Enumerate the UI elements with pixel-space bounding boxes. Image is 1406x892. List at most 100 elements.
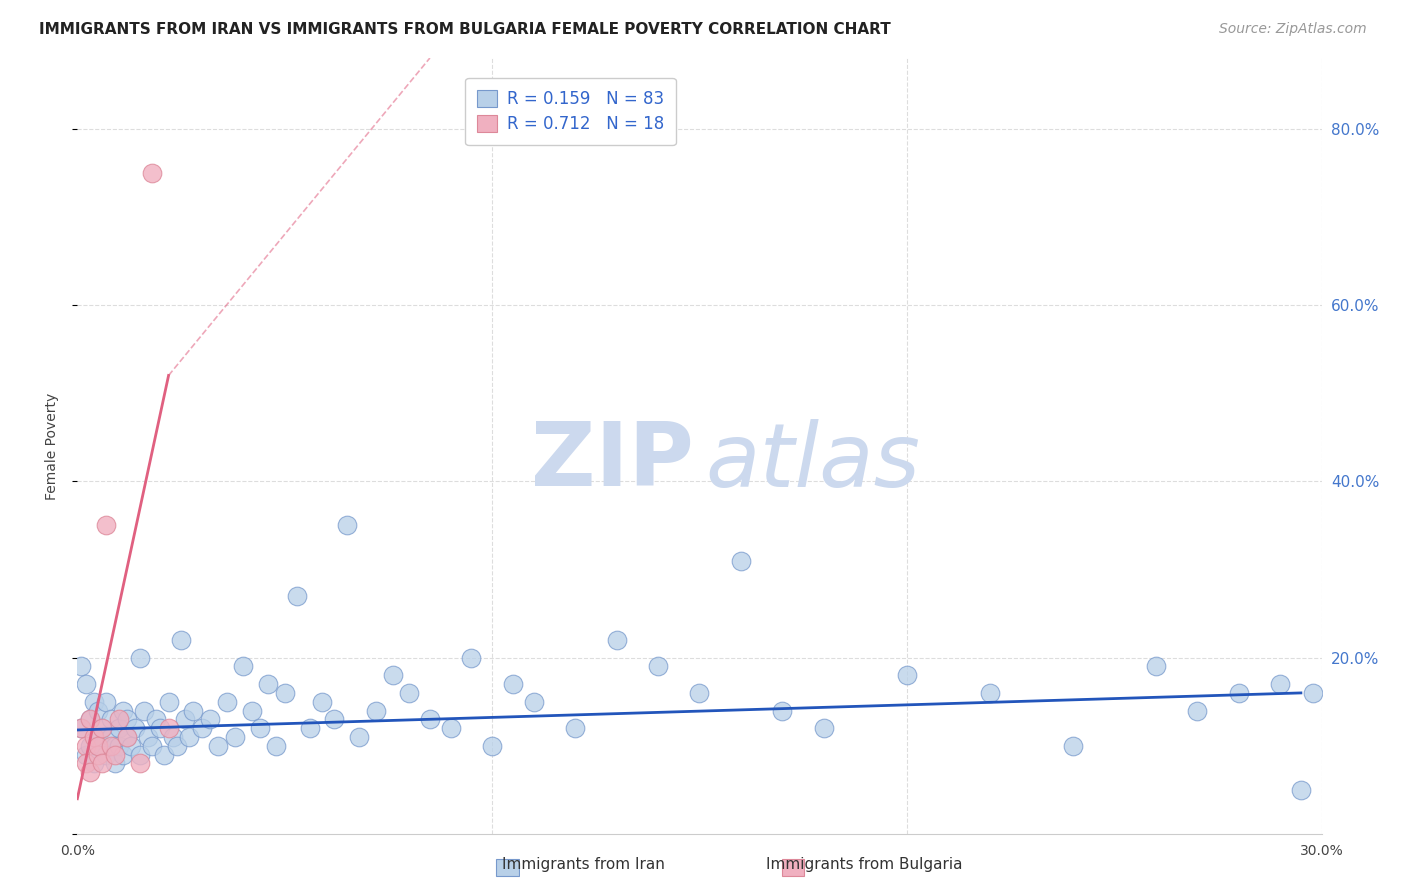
Legend: R = 0.159   N = 83, R = 0.712   N = 18: R = 0.159 N = 83, R = 0.712 N = 18 bbox=[465, 78, 676, 145]
Point bbox=[79, 739, 101, 753]
Point bbox=[606, 633, 628, 648]
Point bbox=[100, 739, 122, 753]
Point bbox=[141, 739, 163, 753]
Point bbox=[75, 747, 97, 762]
Point bbox=[87, 747, 110, 762]
Text: Immigrants from Bulgaria: Immigrants from Bulgaria bbox=[766, 857, 963, 872]
Point bbox=[91, 756, 114, 771]
Point bbox=[323, 712, 346, 726]
Point bbox=[75, 756, 97, 771]
Point bbox=[481, 739, 503, 753]
Point bbox=[564, 721, 586, 735]
Point bbox=[153, 747, 176, 762]
Point bbox=[1289, 783, 1312, 797]
Point bbox=[149, 721, 172, 735]
Point bbox=[107, 739, 129, 753]
Point bbox=[79, 765, 101, 780]
Point bbox=[96, 518, 118, 533]
Point bbox=[145, 712, 167, 726]
Point bbox=[157, 695, 180, 709]
Point bbox=[166, 739, 188, 753]
Point bbox=[79, 712, 101, 726]
Point bbox=[1062, 739, 1084, 753]
Point bbox=[1302, 686, 1324, 700]
Point bbox=[364, 704, 387, 718]
Point bbox=[91, 721, 114, 735]
Point bbox=[207, 739, 229, 753]
Point bbox=[107, 721, 129, 735]
Point bbox=[83, 756, 105, 771]
Point bbox=[523, 695, 546, 709]
Point bbox=[1187, 704, 1209, 718]
Point bbox=[198, 712, 221, 726]
Point bbox=[70, 659, 93, 673]
Point bbox=[75, 677, 97, 691]
Point bbox=[266, 739, 288, 753]
Bar bbox=[496, 858, 519, 876]
Text: ZIP: ZIP bbox=[530, 418, 693, 505]
Point bbox=[157, 721, 180, 735]
Point bbox=[730, 554, 752, 568]
Point bbox=[132, 704, 155, 718]
Point bbox=[107, 712, 129, 726]
Point bbox=[115, 730, 138, 744]
Text: Immigrants from Iran: Immigrants from Iran bbox=[502, 857, 665, 872]
Point bbox=[91, 721, 114, 735]
Text: Source: ZipAtlas.com: Source: ZipAtlas.com bbox=[1219, 22, 1367, 37]
Point bbox=[273, 686, 295, 700]
Point bbox=[128, 650, 150, 665]
Point bbox=[128, 747, 150, 762]
Point bbox=[1227, 686, 1250, 700]
Point bbox=[136, 730, 159, 744]
Point bbox=[91, 739, 114, 753]
Point bbox=[979, 686, 1001, 700]
Text: atlas: atlas bbox=[706, 418, 921, 505]
Point bbox=[460, 650, 482, 665]
Point bbox=[87, 704, 110, 718]
Point bbox=[285, 589, 308, 603]
Point bbox=[349, 730, 371, 744]
Point bbox=[111, 747, 134, 762]
Point bbox=[336, 518, 359, 533]
Point bbox=[87, 739, 110, 753]
Point bbox=[896, 668, 918, 682]
Point bbox=[419, 712, 441, 726]
Point bbox=[79, 712, 101, 726]
Point bbox=[115, 730, 138, 744]
Point bbox=[128, 756, 150, 771]
Point bbox=[170, 633, 193, 648]
Point bbox=[647, 659, 669, 673]
Point bbox=[257, 677, 280, 691]
Point bbox=[249, 721, 271, 735]
Point bbox=[381, 668, 404, 682]
Point bbox=[502, 677, 524, 691]
Point bbox=[215, 695, 238, 709]
Point bbox=[87, 730, 110, 744]
Point bbox=[232, 659, 254, 673]
Point bbox=[100, 730, 122, 744]
Point bbox=[179, 730, 201, 744]
Point bbox=[120, 739, 142, 753]
Point bbox=[1144, 659, 1167, 673]
Point bbox=[162, 730, 184, 744]
Point bbox=[100, 712, 122, 726]
Point bbox=[1268, 677, 1291, 691]
Point bbox=[183, 704, 205, 718]
Text: IMMIGRANTS FROM IRAN VS IMMIGRANTS FROM BULGARIA FEMALE POVERTY CORRELATION CHAR: IMMIGRANTS FROM IRAN VS IMMIGRANTS FROM … bbox=[39, 22, 891, 37]
Point bbox=[75, 739, 97, 753]
Point bbox=[813, 721, 835, 735]
Point bbox=[70, 721, 93, 735]
Point bbox=[224, 730, 246, 744]
Point bbox=[104, 747, 127, 762]
Point bbox=[439, 721, 461, 735]
Point bbox=[398, 686, 420, 700]
Point bbox=[96, 695, 118, 709]
Point bbox=[70, 721, 93, 735]
Point bbox=[141, 166, 163, 180]
Y-axis label: Female Poverty: Female Poverty bbox=[45, 392, 59, 500]
Point bbox=[96, 747, 118, 762]
Point bbox=[111, 704, 134, 718]
Bar bbox=[782, 858, 804, 876]
Point bbox=[298, 721, 321, 735]
Point bbox=[174, 712, 197, 726]
